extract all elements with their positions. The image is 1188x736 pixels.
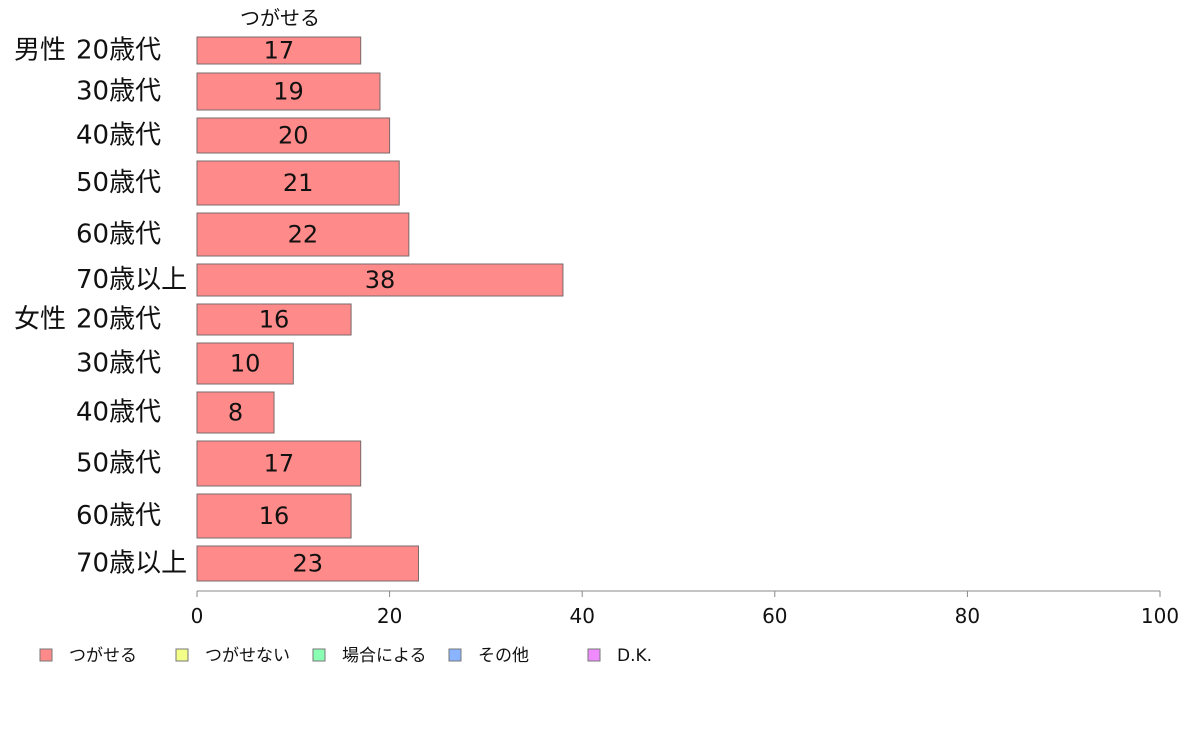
x-tick-label: 0: [191, 604, 204, 628]
category-label: 50歳代: [76, 168, 161, 198]
bar: [196, 545, 419, 582]
legend-label: つがせない: [205, 646, 290, 666]
legend-label: その他: [478, 646, 529, 666]
category-label: 30歳代: [76, 349, 161, 379]
bar: [196, 303, 352, 336]
legend-swatch: [39, 648, 53, 662]
group-label: 男性: [14, 36, 66, 66]
bar-value-label: 22: [288, 221, 319, 249]
legend-swatch: [587, 648, 601, 662]
bar-value-label: 8: [228, 399, 243, 427]
legend-swatch: [312, 648, 326, 662]
bar-value-label: 20: [278, 122, 309, 150]
bar-value-label: 16: [259, 306, 290, 334]
legend-swatch: [448, 648, 462, 662]
bar-value-label: 38: [365, 266, 396, 294]
legend-swatch: [175, 648, 189, 662]
category-label: 20歳代: [76, 305, 161, 335]
category-label: 50歳代: [76, 449, 161, 479]
category-label: 20歳代: [76, 36, 161, 66]
legend: つがせる つがせない 場合による その他 D.K.: [39, 646, 652, 666]
bar-value-label: 17: [264, 450, 295, 478]
legend-label: つがせる: [69, 646, 137, 666]
bar: [196, 342, 294, 385]
bar: [196, 72, 381, 111]
legend-label: 場合による: [342, 646, 427, 666]
category-label: 30歳代: [76, 77, 161, 107]
bar-value-label: 19: [273, 78, 304, 106]
category-label: 40歳代: [76, 398, 161, 428]
series-title: つがせる: [240, 6, 320, 30]
bar: [196, 36, 362, 65]
bar: [196, 263, 564, 297]
x-tick-label: 40: [569, 604, 594, 628]
category-label: 70歳以上: [76, 549, 187, 579]
bar: [196, 117, 391, 154]
bar-value-label: 23: [292, 550, 323, 578]
bar: [196, 493, 352, 539]
category-label: 40歳代: [76, 121, 161, 151]
x-axis: 0 20 40 60 80 100: [191, 590, 1179, 628]
category-label: 70歳以上: [76, 265, 187, 295]
bar: [196, 440, 362, 487]
bar-value-label: 21: [283, 169, 314, 197]
bar: [196, 160, 400, 206]
x-tick-label: 80: [955, 604, 980, 628]
category-labels: 20歳代 30歳代 40歳代 50歳代 60歳代 70歳以上 20歳代 30歳代 40歳代 50歳…: [76, 36, 187, 579]
group-label: 女性: [14, 305, 66, 335]
bar: [196, 212, 410, 257]
legend-label: D.K.: [617, 646, 652, 666]
x-tick-label: 100: [1141, 604, 1179, 628]
category-label: 60歳代: [76, 220, 161, 250]
bar-value-label: 10: [230, 350, 261, 378]
bar: [196, 391, 275, 434]
x-tick-label: 60: [762, 604, 787, 628]
x-tick-label: 20: [377, 604, 402, 628]
bar-value-label: 17: [264, 37, 295, 65]
bar-value-label: 16: [259, 502, 290, 530]
category-label: 60歳代: [76, 501, 161, 531]
